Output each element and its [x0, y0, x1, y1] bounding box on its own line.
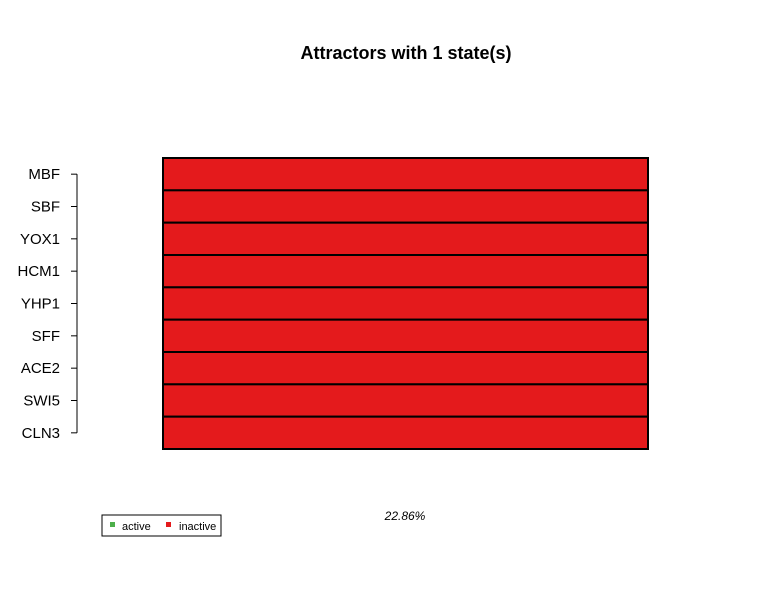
attractor-cells	[162, 157, 649, 450]
attractor-cell	[162, 383, 649, 418]
gene-label: HCM1	[17, 263, 60, 280]
gene-label: MBF	[28, 166, 60, 183]
gene-label: YOX1	[20, 231, 60, 248]
gene-label: YHP1	[21, 296, 60, 313]
gene-label: ACE2	[21, 360, 60, 377]
gene-label: CLN3	[22, 425, 60, 442]
legend-swatch	[110, 522, 115, 527]
attractor-cell	[162, 189, 649, 224]
gene-axis: MBF SBF YOX1 HCM1 YHP1 SFF ACE2 SWI5 CLN3	[17, 166, 78, 442]
attractor-cell	[162, 318, 649, 353]
attractor-cell	[162, 221, 649, 257]
attractor-cell	[162, 415, 649, 450]
attractor-cell	[162, 254, 649, 289]
chart-title: Attractors with 1 state(s)	[300, 43, 511, 63]
legend: active inactive	[101, 514, 222, 537]
basin-labels: 22.86%	[384, 509, 426, 523]
legend-label: active	[122, 521, 151, 533]
gene-label: SBF	[31, 199, 60, 216]
attractor-cell	[162, 286, 649, 321]
attractor-cell	[162, 351, 649, 386]
basin-percentage-label: 22.86%	[384, 509, 426, 523]
attractor-cell	[162, 157, 649, 192]
legend-swatch	[166, 522, 171, 527]
gene-label: SWI5	[23, 393, 60, 410]
legend-label: inactive	[179, 521, 216, 533]
legend-box	[101, 514, 222, 537]
gene-label: SFF	[32, 328, 60, 345]
